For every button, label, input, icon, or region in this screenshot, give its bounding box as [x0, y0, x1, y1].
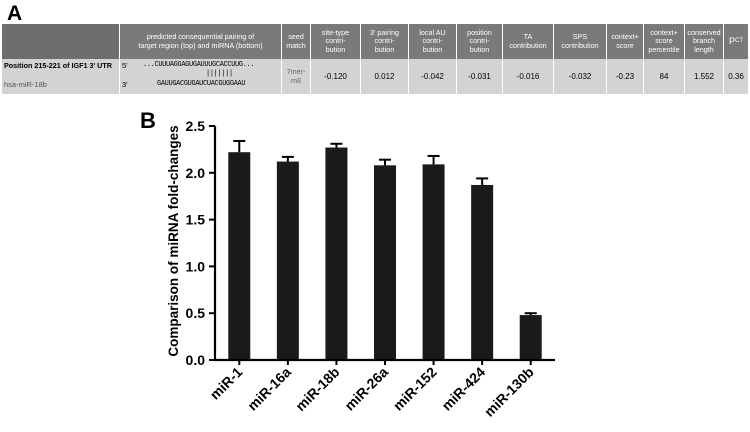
header-local-au: local AU contri- bution — [409, 24, 456, 59]
y-axis: 0.0 0.5 1.0 1.5 2.0 2.5 — [186, 118, 217, 368]
y-tick-label: 2.5 — [186, 118, 206, 134]
position-label: Position 215-221 of IGF1 3' UTR — [4, 61, 112, 70]
context-percentile-value: 84 — [659, 72, 669, 81]
header-sps: SPS contribution — [554, 24, 606, 59]
mirna-label: hsa-miR-18b — [4, 80, 47, 89]
x-tick-label: miR-26a — [341, 364, 391, 414]
header-conserved-branch: conserved branch length — [685, 24, 723, 59]
context-score-value: -0.23 — [615, 72, 635, 81]
header-pct-sub: CT — [735, 38, 743, 45]
position-value: -0.031 — [468, 72, 491, 81]
y-tick-label: 2.0 — [186, 165, 206, 181]
x-tick-label: miR-16a — [244, 364, 294, 414]
bar-miR-130b — [519, 315, 542, 360]
bar-miR-424 — [471, 184, 494, 360]
y-tick-label: 1.5 — [186, 212, 206, 228]
ta-value: -0.016 — [516, 72, 540, 81]
three-prime-value: 0.012 — [374, 72, 395, 81]
header-ta: TA contribution — [503, 24, 553, 59]
three-prime-marker: 3' — [122, 80, 128, 89]
header-context-score: context+ score — [607, 24, 643, 59]
pairing-lines: ||||||| — [206, 70, 233, 78]
header-pairing: predicted consequential pairing of targe… — [120, 24, 281, 59]
header-site-type: site-type contri- bution — [311, 24, 360, 59]
header-3prime-pairing: 3' pairing contri- bution — [361, 24, 408, 59]
x-tick-label: miR-130b — [481, 364, 537, 420]
header-pct: P CT — [724, 24, 748, 59]
bar-miR-16a — [276, 161, 299, 360]
targetscan-table: predicted consequential pairing of targe… — [2, 24, 748, 94]
pct-value: 0.36 — [728, 72, 744, 81]
panel-a-label: A — [7, 2, 23, 25]
conserved-branch-value: 1.552 — [693, 72, 715, 81]
bar-miR-18b — [325, 147, 348, 360]
y-tick-label: 1.0 — [186, 258, 206, 274]
site-type-value: -0.120 — [324, 72, 347, 81]
bar-miR-152 — [422, 164, 445, 360]
y-tick-label: 0.0 — [186, 352, 206, 368]
panel-b-label: B — [140, 108, 156, 133]
sps-value: -0.032 — [568, 72, 592, 81]
target-sequence: ...CUUUAGGAGUGAUUUGCACCUUG... — [143, 61, 255, 69]
header-blank-cell — [2, 24, 119, 59]
bar-miR-1 — [228, 152, 251, 360]
five-prime-marker: 5' — [122, 61, 128, 70]
x-tick-label: miR-424 — [438, 364, 488, 414]
y-axis-title-group: Comparison of miRNA fold-changes — [166, 125, 181, 356]
header-context-percentile: context+ score percentile — [644, 24, 684, 59]
bar-miR-26a — [374, 165, 396, 360]
bars-group — [228, 147, 542, 360]
header-seed-match: seed match — [282, 24, 310, 59]
header-pct-main: P — [728, 36, 735, 47]
mirna-sequence: GAUUGACGUGAUCUACGUGGAAU — [157, 80, 246, 88]
seed-match-value: 7mer- m8 — [286, 67, 306, 85]
y-tick-label: 0.5 — [186, 305, 206, 321]
header-position: position contri- bution — [457, 24, 502, 59]
y-axis-title: Comparison of miRNA fold-changes — [166, 125, 181, 356]
x-tick-label: miR-152 — [390, 364, 440, 414]
x-tick-label: miR-18b — [292, 364, 342, 414]
x-axis: miR-1miR-16amiR-18bmiR-26amiR-152miR-424… — [207, 358, 555, 420]
x-tick-label: miR-1 — [207, 364, 246, 403]
local-au-value: -0.042 — [421, 72, 444, 81]
error-bars-group — [233, 139, 537, 316]
